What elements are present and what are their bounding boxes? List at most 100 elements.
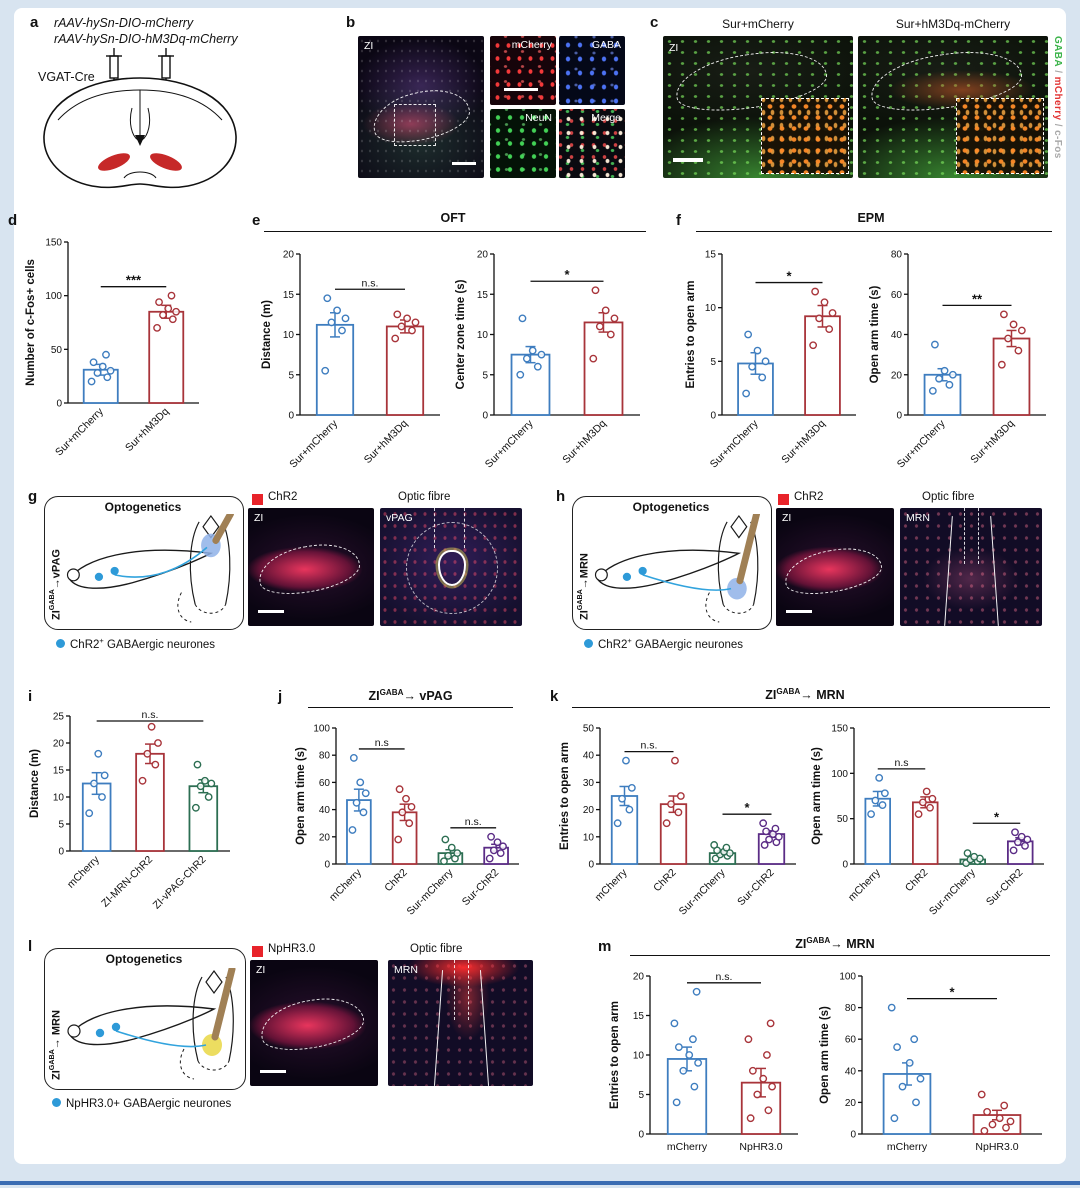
data-point (995, 1114, 1004, 1123)
data-point (172, 307, 180, 316)
data-point (98, 793, 106, 801)
image-label-merge: Merge (591, 112, 621, 124)
svg-text:mCherry: mCherry (887, 1141, 928, 1153)
key-mcherry: mCherry (1052, 76, 1063, 121)
mrn-boundary-line (990, 516, 999, 626)
svg-text:20: 20 (845, 1098, 857, 1109)
data-point (440, 857, 448, 866)
magnified-inset (761, 98, 849, 174)
data-point (627, 783, 636, 792)
svg-text:0: 0 (58, 847, 64, 858)
data-point (1009, 846, 1018, 855)
optic-fibre-shape (736, 514, 761, 585)
data-point (1011, 828, 1019, 837)
data-point (970, 852, 979, 861)
micrograph-chr2-zi: ZI (776, 508, 894, 626)
micrograph-vpag-fibre: vPAG (380, 508, 522, 626)
data-point (692, 987, 701, 996)
sagittal-schematic-nphr (67, 968, 236, 1080)
bar (135, 752, 165, 852)
magnified-region-box (394, 104, 436, 146)
fibre-track (454, 960, 455, 1020)
data-point (407, 802, 416, 811)
fibre-track (464, 508, 465, 548)
svg-text:5: 5 (638, 1090, 644, 1101)
zi-dashed-outline (256, 991, 368, 1057)
significance-label: * (994, 809, 1000, 824)
data-point (625, 805, 634, 814)
data-point (204, 793, 213, 801)
data-point (670, 1019, 679, 1028)
svg-text:0: 0 (588, 860, 594, 871)
data-point (610, 314, 619, 323)
image-label-vpag: vPAG (386, 512, 413, 524)
svg-text:10: 10 (283, 330, 295, 341)
svg-text:Sur+mCherry: Sur+mCherry (483, 417, 536, 470)
data-point (674, 808, 683, 817)
chart-oft-center-time: 0 5 10 15 20 Center zone time (s) Sur+mCherry S… (452, 238, 648, 483)
projection-path (114, 546, 208, 578)
significance-label: * (949, 985, 955, 1000)
data-point (1004, 334, 1012, 343)
svg-text:50: 50 (51, 345, 63, 356)
zi-mrn-title-rule (572, 707, 1050, 708)
svg-text:mCherry: mCherry (593, 866, 630, 903)
data-point (94, 749, 103, 758)
channel-color-key: GABA / mCherry / c-Fos (1052, 36, 1063, 159)
zi-vpag-title-rule (308, 707, 513, 708)
data-point (359, 808, 368, 817)
svg-text:0: 0 (56, 399, 62, 410)
svg-text:0: 0 (850, 1130, 856, 1141)
micrograph-mrn-fibre: MRN (900, 508, 1042, 626)
svg-text:Sur-ChR2: Sur-ChR2 (460, 867, 502, 909)
mouse-line-label: VGAT-Cre (38, 70, 95, 84)
svg-text:ChR2: ChR2 (903, 867, 931, 895)
svg-text:mCherry: mCherry (327, 866, 364, 903)
data-point (397, 322, 406, 331)
zi-dashed-outline (781, 541, 885, 601)
svg-text:40: 40 (583, 751, 595, 762)
svg-text:Open arm time (s): Open arm time (s) (811, 747, 823, 845)
svg-text:Sur-ChR2: Sur-ChR2 (735, 867, 777, 909)
micrograph-merge: Merge (559, 109, 625, 178)
data-point (748, 362, 757, 371)
zi-region-right (150, 153, 182, 171)
data-point (928, 794, 937, 803)
data-point (762, 827, 771, 836)
svg-text:Open arm time (s): Open arm time (s) (819, 1006, 831, 1104)
data-point (1017, 832, 1026, 841)
significance-label: n.s (894, 757, 908, 769)
data-point (1002, 1123, 1010, 1132)
svg-text:10: 10 (477, 330, 489, 341)
image-label-zi: ZI (782, 512, 792, 524)
nphr-neurones-legend: NpHR3.0+ GABAergic neurones (52, 1098, 231, 1110)
data-point (980, 1126, 989, 1135)
chart-mrn-open-time: 0 50 100 150 Open arm time (s) mCherry ChR2 Sur… (808, 712, 1052, 936)
micrograph-zi-overview: ZI (358, 36, 484, 178)
epm-title-rule (696, 231, 1052, 232)
bar (81, 782, 112, 852)
svg-text:15: 15 (633, 1011, 645, 1022)
svg-text:Open arm time (s): Open arm time (s) (869, 285, 881, 383)
data-point (352, 798, 361, 807)
data-point (394, 835, 403, 844)
data-point (685, 1051, 694, 1059)
data-point (348, 826, 357, 834)
blue-neuron-icon (56, 638, 65, 648)
chart-epm-entries: 0 5 10 15 Entries to open arm Sur+mCherry Sur+… (682, 238, 864, 483)
data-point (742, 389, 751, 398)
data-point (759, 1074, 768, 1083)
data-point (485, 854, 494, 863)
data-point (875, 773, 884, 782)
data-point (201, 776, 209, 785)
zi-mrn-nphr-title: ZIGABA→ MRN (795, 936, 875, 952)
bar (804, 315, 841, 416)
chart-svg: 0 20 40 60 80 100 Open arm time (s) mCherry NpHR… (819, 972, 1042, 1153)
data-point (878, 801, 887, 809)
svg-text:5: 5 (58, 820, 64, 831)
optogenetics-title: Optogenetics (105, 952, 183, 966)
scale-bar (786, 610, 812, 613)
data-point (102, 350, 110, 359)
data-point (766, 1019, 775, 1028)
data-point (744, 1035, 753, 1044)
